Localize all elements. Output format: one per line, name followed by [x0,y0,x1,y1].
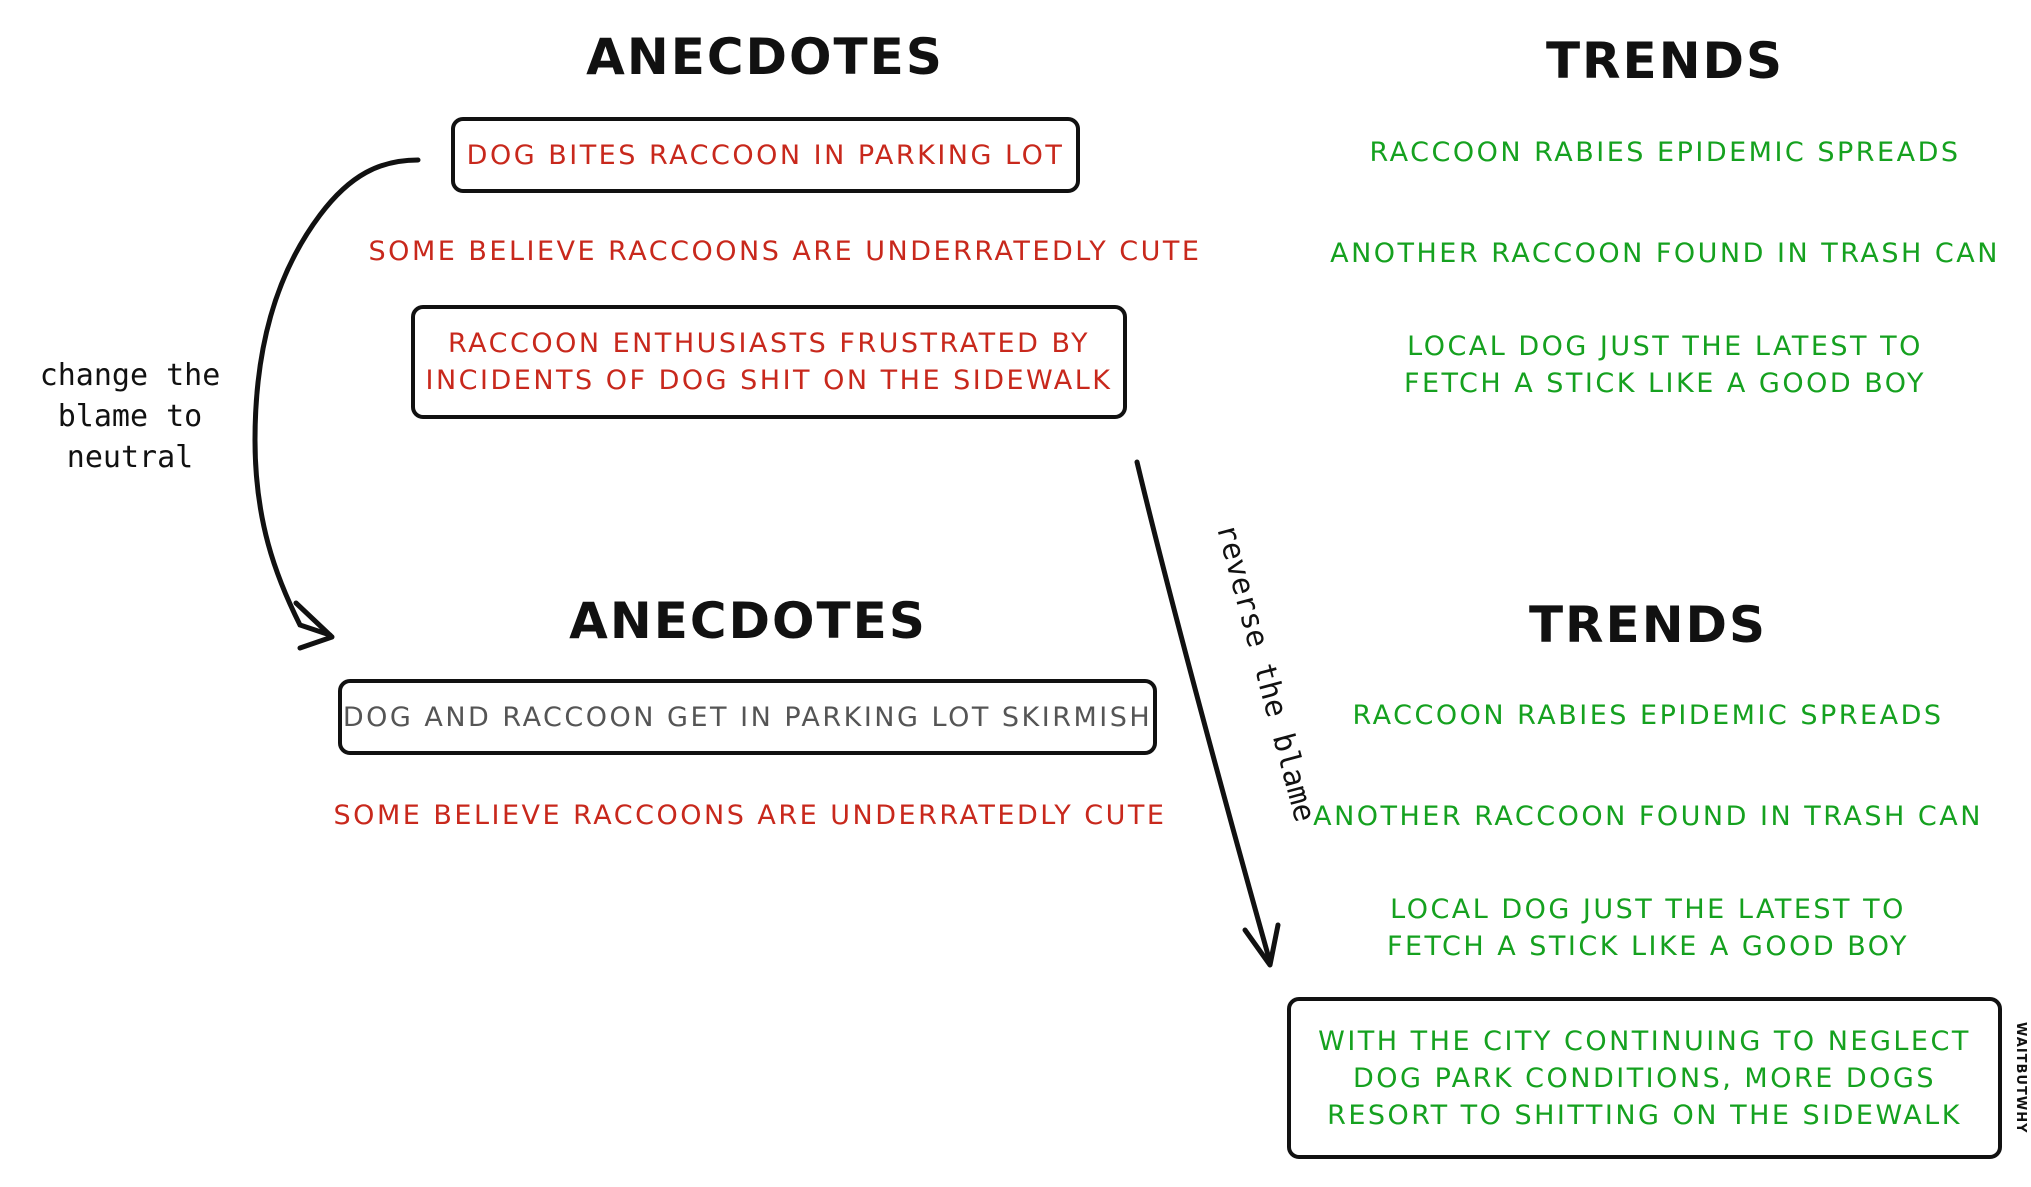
top-anecdote-box-3: RACCOON ENTHUSIASTS FRUSTRATED BY INCIDE… [411,305,1127,419]
change-blame-arrowhead [293,600,335,651]
bottom-anecdote-2: SOME BELIEVE RACCOONS ARE UNDERRATEDLY C… [333,800,1167,831]
top-anecdote-3: RACCOON ENTHUSIASTS FRUSTRATED BY INCIDE… [425,328,1113,396]
bottom-trend-4: WITH THE CITY CONTINUING TO NEGLECT DOG … [1318,1025,1971,1131]
bottom-anecdote-1: DOG AND RACCOON GET IN PARKING LOT SKIRM… [342,701,1153,733]
top-trend-2: ANOTHER RACCOON FOUND IN TRASH CAN [1330,238,2000,269]
reverse-blame-arrowhead [1242,922,1281,968]
top-anecdotes-heading: ANECDOTES [586,28,944,86]
top-anecdote-1: DOG BITES RACCOON IN PARKING LOT [466,139,1065,171]
bottom-trend-box-4: WITH THE CITY CONTINUING TO NEGLECT DOG … [1287,997,2002,1159]
top-anecdote-box-1: DOG BITES RACCOON IN PARKING LOT [451,117,1080,193]
change-blame-label: change the blame to neutral [39,358,221,475]
change-blame-arrow [252,157,421,638]
bottom-trends-heading: TRENDS [1528,596,1768,654]
bottom-trend-2: ANOTHER RACCOON FOUND IN TRASH CAN [1313,801,1983,832]
top-anecdote-2: SOME BELIEVE RACCOONS ARE UNDERRATEDLY C… [368,236,1202,267]
top-trend-1: RACCOON RABIES EPIDEMIC SPREADS [1369,137,1961,168]
waitbutwhy-signature: WAITBUTWHY [2013,1022,2028,1134]
top-trends-heading: TRENDS [1545,32,1785,90]
bottom-trend-1: RACCOON RABIES EPIDEMIC SPREADS [1352,700,1944,731]
bottom-trend-3: LOCAL DOG JUST THE LATEST TO FETCH A STI… [1386,894,1910,962]
top-trend-3: LOCAL DOG JUST THE LATEST TO FETCH A STI… [1403,331,1927,399]
reverse-blame-arrow [1134,459,1273,965]
bottom-anecdotes-heading: ANECDOTES [569,592,927,650]
bottom-anecdote-box-1: DOG AND RACCOON GET IN PARKING LOT SKIRM… [338,679,1157,755]
